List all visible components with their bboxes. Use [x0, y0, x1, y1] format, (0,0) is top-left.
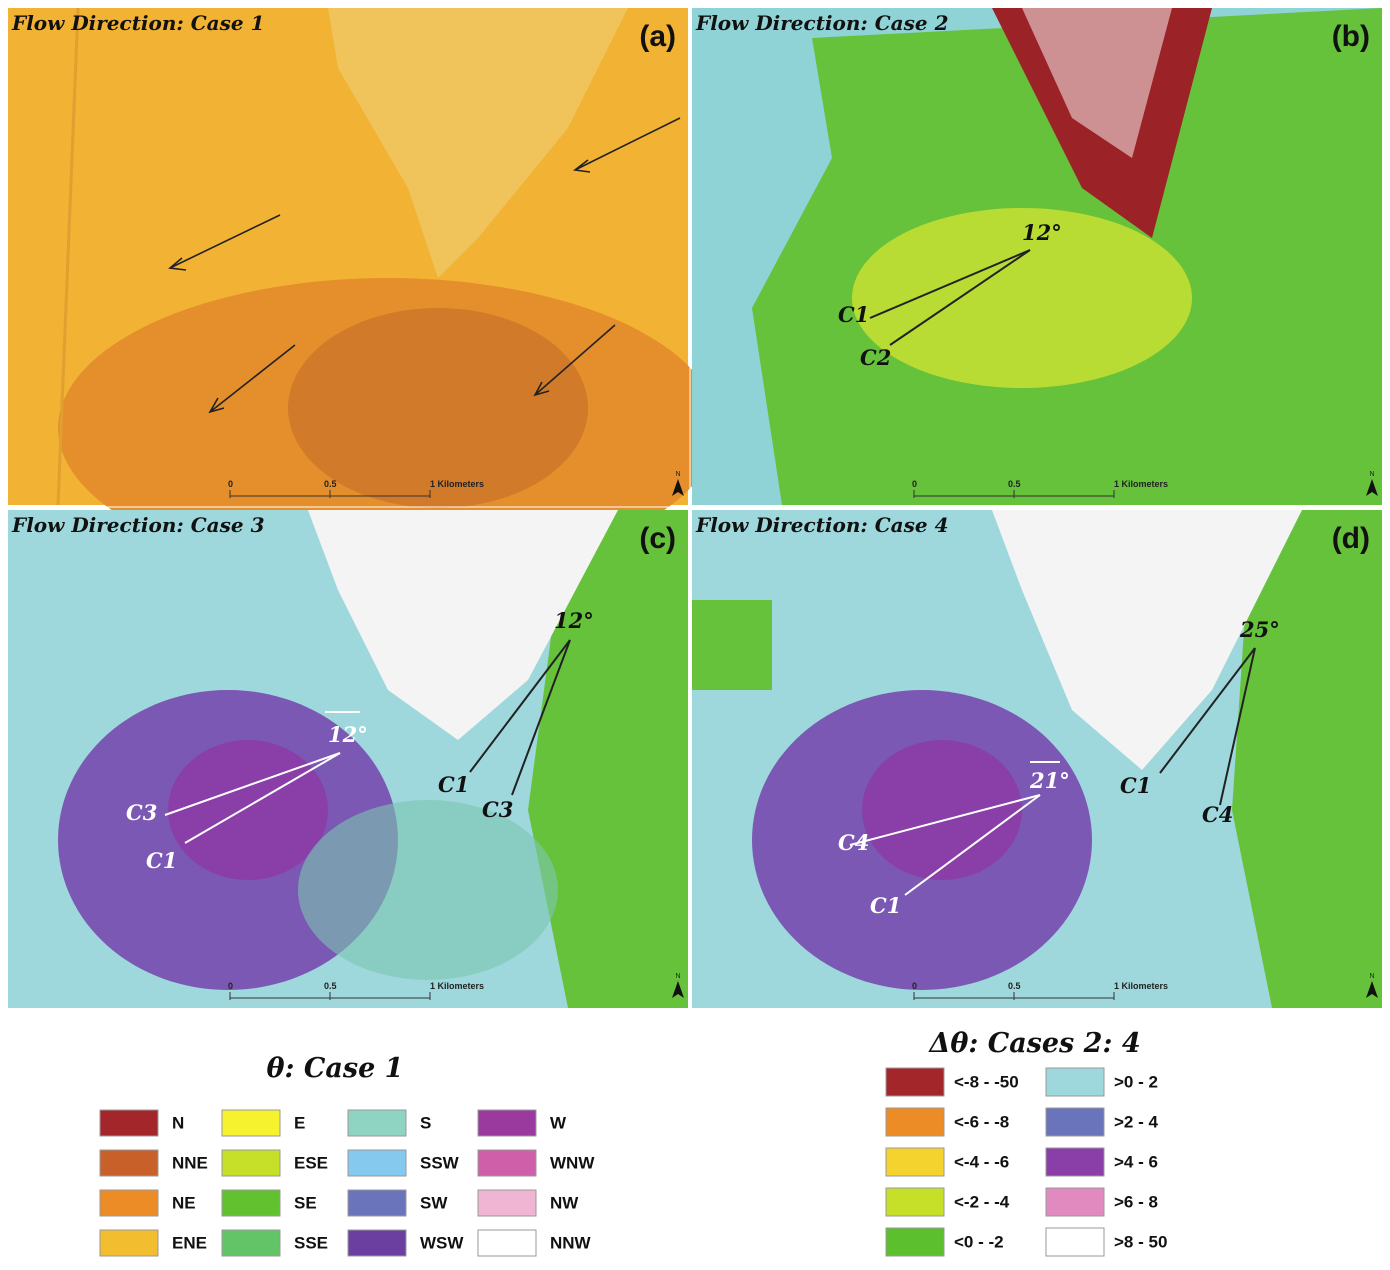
legend-swatch [222, 1110, 280, 1136]
annotation: C4 [838, 830, 869, 855]
annotation: C3 [126, 800, 157, 825]
panel-label: (b) [1332, 20, 1370, 53]
annotation: 12° [554, 608, 594, 633]
north-label: N [1369, 471, 1374, 478]
legend-swatch [348, 1110, 406, 1136]
scale-label: 0.5 [324, 479, 337, 489]
legend-swatch [348, 1230, 406, 1256]
legend-swatch [1046, 1148, 1104, 1176]
legend-label: <-8 - -50 [954, 1072, 1019, 1091]
legend-label: S [420, 1113, 431, 1132]
map-b [692, 8, 1382, 505]
scale-label: 0 [228, 479, 233, 489]
annotation: 25° [1239, 617, 1280, 642]
legend-swatch [886, 1108, 944, 1136]
panel-label: (d) [1332, 522, 1370, 555]
legend-label: SE [294, 1193, 317, 1212]
legend-swatch [1046, 1188, 1104, 1216]
legend-label: SSE [294, 1233, 328, 1252]
annotation: C4 [1202, 802, 1233, 827]
scale-label: 1 Kilometers [430, 479, 484, 489]
legend-swatch [100, 1230, 158, 1256]
legend-swatch [1046, 1068, 1104, 1096]
annotation: 21° [1029, 768, 1070, 793]
legend-label: SSW [420, 1153, 460, 1172]
legend-label: N [172, 1113, 184, 1132]
legend-label: WNW [550, 1153, 595, 1172]
legend-swatch [348, 1190, 406, 1216]
scale-label: 0.5 [1008, 981, 1021, 991]
scale-label: 0 [228, 981, 233, 991]
legend-swatch [478, 1110, 536, 1136]
legend-swatch [886, 1188, 944, 1216]
legend-label: >8 - 50 [1114, 1232, 1167, 1251]
legend-label: NW [550, 1193, 579, 1212]
legend-label: <-4 - -6 [954, 1152, 1009, 1171]
scale-label: 0 [912, 981, 917, 991]
legend-label: <-6 - -8 [954, 1112, 1009, 1131]
legend-label: <0 - -2 [954, 1232, 1004, 1251]
panel-label: (c) [639, 522, 676, 555]
legend-swatch [886, 1228, 944, 1256]
legend-title: θ: Case 1 [267, 1053, 404, 1084]
annotation: C1 [1120, 773, 1151, 798]
legend-label: E [294, 1113, 305, 1132]
legend-swatch [222, 1190, 280, 1216]
scale-label: 0.5 [1008, 479, 1021, 489]
legend-swatch [222, 1230, 280, 1256]
annotation: 12° [328, 722, 368, 747]
legend-label: <-2 - -4 [954, 1192, 1010, 1211]
panel-title: Flow Direction: Case 4 [695, 513, 949, 537]
scale-label: 1 Kilometers [430, 981, 484, 991]
legend-swatch [478, 1230, 536, 1256]
annotation: C1 [870, 893, 901, 918]
annotation: C1 [838, 302, 869, 327]
legend-swatch [478, 1190, 536, 1216]
legend-label: ESE [294, 1153, 328, 1172]
figure: Flow Direction: Case 1 (a) 0 0.5 1 Kilometer… [0, 0, 1390, 1270]
legend-title: Δθ: Cases 2: 4 [927, 1028, 1140, 1059]
north-label: N [675, 973, 680, 980]
legend-label: W [550, 1113, 567, 1132]
legend-swatch [886, 1148, 944, 1176]
annotation: C2 [860, 345, 891, 370]
legend-label: NNE [172, 1153, 208, 1172]
legend-swatch [348, 1150, 406, 1176]
north-label: N [1369, 973, 1374, 980]
annotation: C3 [482, 797, 513, 822]
panel-label: (a) [639, 20, 676, 53]
panel-title: Flow Direction: Case 3 [11, 513, 265, 537]
legend-label: >0 - 2 [1114, 1072, 1158, 1091]
map-d [692, 510, 1382, 1008]
legend-swatch [100, 1190, 158, 1216]
annotation: C1 [438, 772, 469, 797]
scale-label: 1 Kilometers [1114, 981, 1168, 991]
legend-label: SW [420, 1193, 448, 1212]
annotation: 12° [1022, 220, 1062, 245]
legend-swatch [1046, 1228, 1104, 1256]
scale-label: 0 [912, 479, 917, 489]
legend-swatch [100, 1150, 158, 1176]
legend-label: >2 - 4 [1114, 1112, 1158, 1131]
legend-swatch [478, 1150, 536, 1176]
legend-label: NE [172, 1193, 196, 1212]
legend-label: >6 - 8 [1114, 1192, 1158, 1211]
annotation: C1 [146, 848, 177, 873]
map-c [8, 510, 688, 1008]
scale-label: 0.5 [324, 981, 337, 991]
legend-label: ENE [172, 1233, 207, 1252]
scale-label: 1 Kilometers [1114, 479, 1168, 489]
legend-swatch [886, 1068, 944, 1096]
legend-swatch [100, 1110, 158, 1136]
legend-swatch [1046, 1108, 1104, 1136]
legend-label: WSW [420, 1233, 464, 1252]
legend-label: >4 - 6 [1114, 1152, 1158, 1171]
legend-label: NNW [550, 1233, 592, 1252]
north-label: N [675, 471, 680, 478]
map-a [8, 8, 718, 578]
panel-title: Flow Direction: Case 1 [11, 11, 265, 35]
legend-swatch [222, 1150, 280, 1176]
panel-title: Flow Direction: Case 2 [695, 11, 949, 35]
